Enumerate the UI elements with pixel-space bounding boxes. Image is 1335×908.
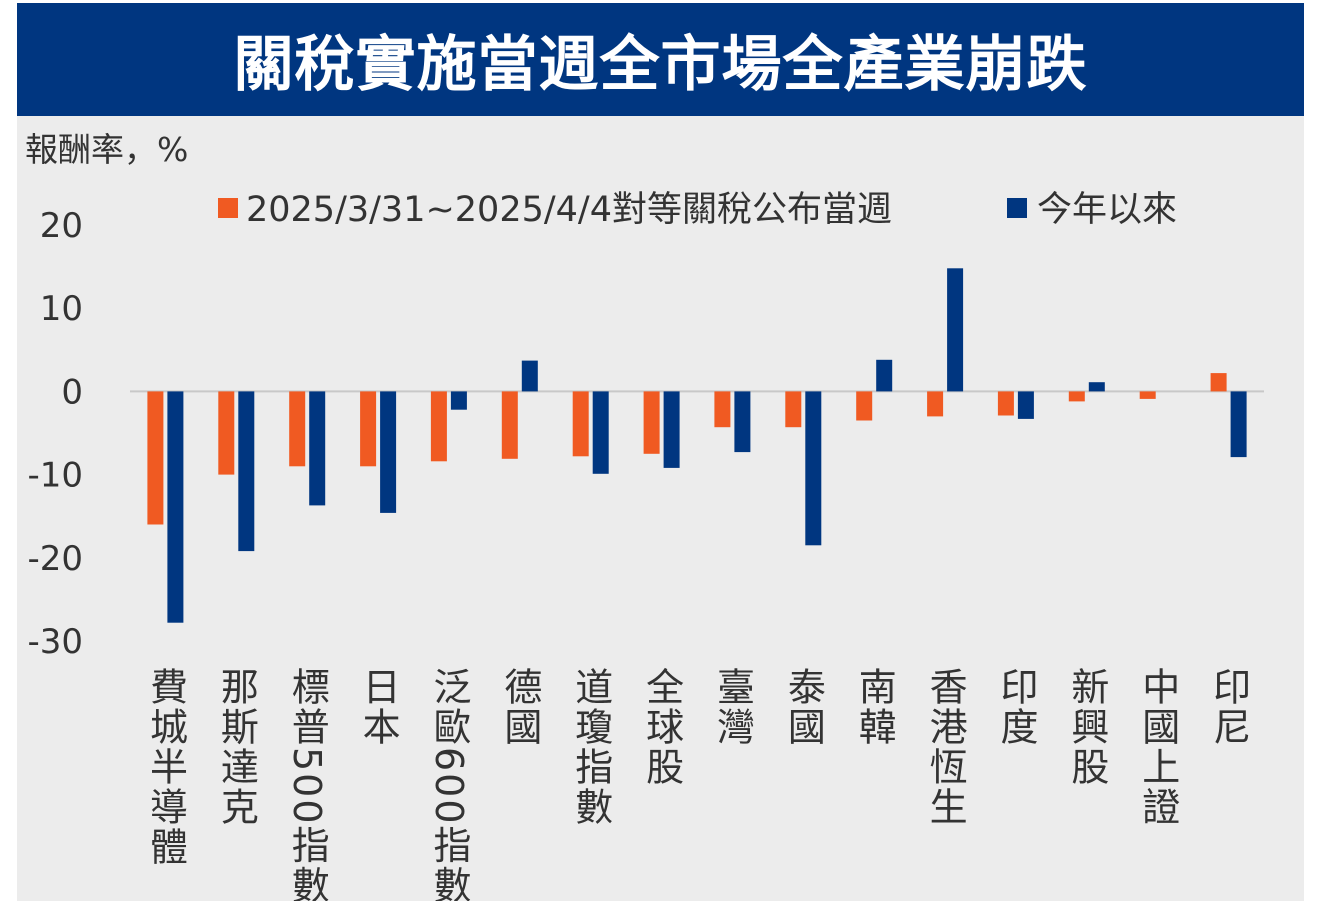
bar [218, 391, 235, 475]
bar [947, 268, 964, 392]
bar [643, 391, 660, 454]
y-axis-ticks: 20 10 0 -10 -20 -30 [27, 206, 83, 662]
bar [714, 391, 731, 428]
legend-swatch [218, 198, 238, 218]
category-label: 泛歐600指數 [427, 667, 471, 901]
category-label: 印度 [994, 667, 1038, 747]
bar [450, 391, 467, 410]
y-tick-label: 10 [40, 289, 83, 329]
category-label: 日本 [356, 667, 400, 747]
y-tick-label: -10 [27, 456, 83, 496]
bar [430, 391, 447, 462]
y-axis-label: 報酬率，% [25, 130, 188, 169]
bar-chart: 報酬率，% 2025/3/31~2025/4/4對等關稅公布當週 今年以來 20 1… [25, 130, 1264, 901]
bar [360, 391, 377, 467]
chart-panel: 關稅實施當週全市場全產業崩跌 報酬率，% 2025/3/31~2025/4/4對… [17, 3, 1304, 901]
bar [1068, 391, 1085, 402]
legend: 2025/3/31~2025/4/4對等關稅公布當週 今年以來 [218, 190, 1177, 230]
category-label: 那斯達克 [214, 667, 258, 827]
bar [1230, 391, 1247, 458]
bar [805, 391, 822, 546]
bar [876, 359, 893, 392]
bar [734, 391, 751, 453]
bar [572, 391, 589, 457]
bar [1210, 373, 1227, 392]
bar [1017, 391, 1034, 419]
category-label: 道瓊指數 [569, 667, 613, 827]
bar [501, 391, 518, 459]
bar [927, 391, 944, 417]
y-tick-label: -30 [27, 622, 83, 662]
bar [592, 391, 609, 474]
category-label: 德國 [498, 667, 542, 747]
bar [309, 391, 326, 506]
category-label: 南韓 [852, 667, 896, 747]
bar [1088, 382, 1105, 392]
category-label: 香港恆生 [923, 667, 967, 827]
legend-label: 2025/3/31~2025/4/4對等關稅公布當週 [246, 190, 892, 230]
category-label: 標普500指數 [285, 667, 329, 901]
y-tick-label: 0 [61, 372, 83, 412]
bar [238, 391, 255, 552]
bar [289, 391, 306, 467]
category-label: 費城半導體 [143, 667, 187, 867]
chart-title: 關稅實施當週全市場全產業崩跌 [233, 30, 1088, 100]
legend-label: 今年以來 [1037, 190, 1177, 230]
title-banner: 關稅實施當週全市場全產業崩跌 [17, 3, 1304, 116]
bar [521, 360, 538, 392]
category-label: 全球股 [640, 667, 684, 787]
bar [1139, 391, 1156, 399]
y-tick-label: 20 [40, 206, 83, 246]
bar [663, 391, 680, 468]
bar [856, 391, 873, 421]
category-label: 印尼 [1207, 667, 1251, 747]
bar [997, 391, 1014, 416]
bar [380, 391, 397, 513]
category-label: 新興股 [1065, 667, 1109, 787]
legend-swatch [1007, 198, 1027, 218]
category-label: 泰國 [781, 667, 825, 747]
y-tick-label: -20 [27, 539, 83, 579]
bar [147, 391, 164, 525]
category-label: 臺灣 [710, 667, 754, 747]
bar [167, 391, 184, 623]
category-label: 中國上證 [1136, 667, 1180, 827]
bar [785, 391, 802, 428]
bars [147, 268, 1247, 623]
category-labels: 費城半導體 那斯達克 標普500指數 日本 泛歐600指數 德國 道瓊指數 全球股 臺灣 泰國 南韓… [143, 667, 1250, 901]
